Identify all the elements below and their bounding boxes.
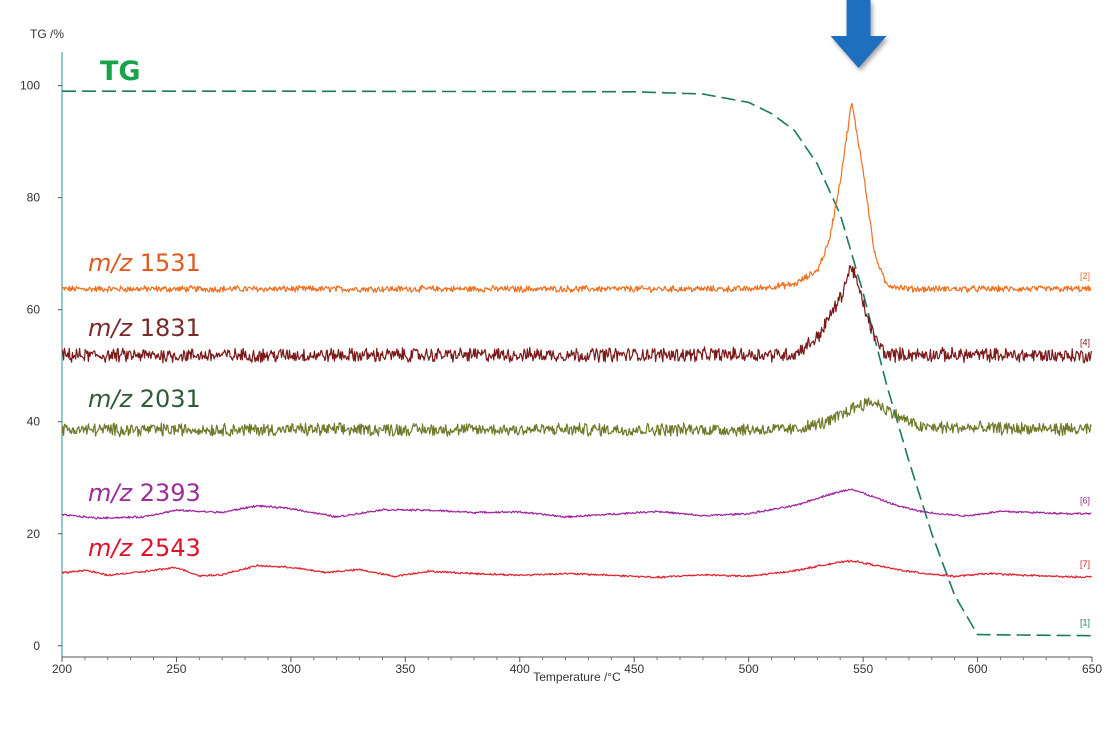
- x-tick-label: 250: [166, 662, 186, 676]
- x-axis-title: Temperature /°C: [533, 670, 621, 684]
- y-tick-label: 20: [27, 527, 41, 541]
- y-axis-title: TG /%: [30, 27, 64, 41]
- x-tick-label: 650: [1082, 662, 1102, 676]
- series-end-tag: [6]: [1080, 496, 1090, 506]
- x-tick-label: 550: [853, 662, 873, 676]
- y-tick-label: 60: [27, 303, 41, 317]
- series-labels: TG [1] m/z 1531 [2] m/z 1831 [4] m/z 2031 m/z 2…: [88, 56, 1090, 628]
- series-line-m-z-1531: [61, 102, 1092, 294]
- x-tick-label: 300: [281, 662, 301, 676]
- series-end-tag: [4]: [1080, 338, 1090, 348]
- series-end-tag: [1]: [1080, 618, 1090, 628]
- series-layer: [61, 90, 1092, 637]
- y-tick-label: 100: [20, 79, 40, 93]
- down-arrow-icon: [830, 0, 887, 68]
- series-line-m-z-2393: [61, 488, 1092, 520]
- series-line-m-z-2031: [61, 397, 1092, 438]
- series-label: m/z 2031: [88, 385, 201, 413]
- series-label: m/z 2393: [88, 479, 201, 507]
- y-tick-label: 40: [27, 415, 41, 429]
- series-line-tg: [62, 90, 1092, 637]
- x-tick-label: 500: [739, 662, 759, 676]
- series-label: m/z 2543: [88, 534, 201, 562]
- axes: 0 20 40 60 80 100 200 250 300 350 400 450 500 550 600 6…: [20, 52, 1102, 676]
- x-tick-label: 600: [968, 662, 988, 676]
- series-line-m-z-2543: [61, 559, 1092, 579]
- series-line-m-z-1831: [61, 265, 1092, 364]
- series-end-tag: [7]: [1080, 559, 1090, 569]
- x-tick-label: 450: [624, 662, 644, 676]
- annotation-layer: [830, 0, 887, 68]
- x-tick-label: 350: [395, 662, 415, 676]
- x-tick-label: 400: [510, 662, 530, 676]
- series-label: m/z 1831: [88, 314, 201, 342]
- series-end-tag: [2]: [1080, 271, 1090, 281]
- series-label: m/z 1531: [88, 249, 201, 277]
- y-tick-label: 80: [27, 191, 41, 205]
- series-label-tg: TG: [100, 56, 141, 87]
- y-tick-label: 0: [33, 639, 40, 653]
- x-tick-label: 200: [52, 662, 72, 676]
